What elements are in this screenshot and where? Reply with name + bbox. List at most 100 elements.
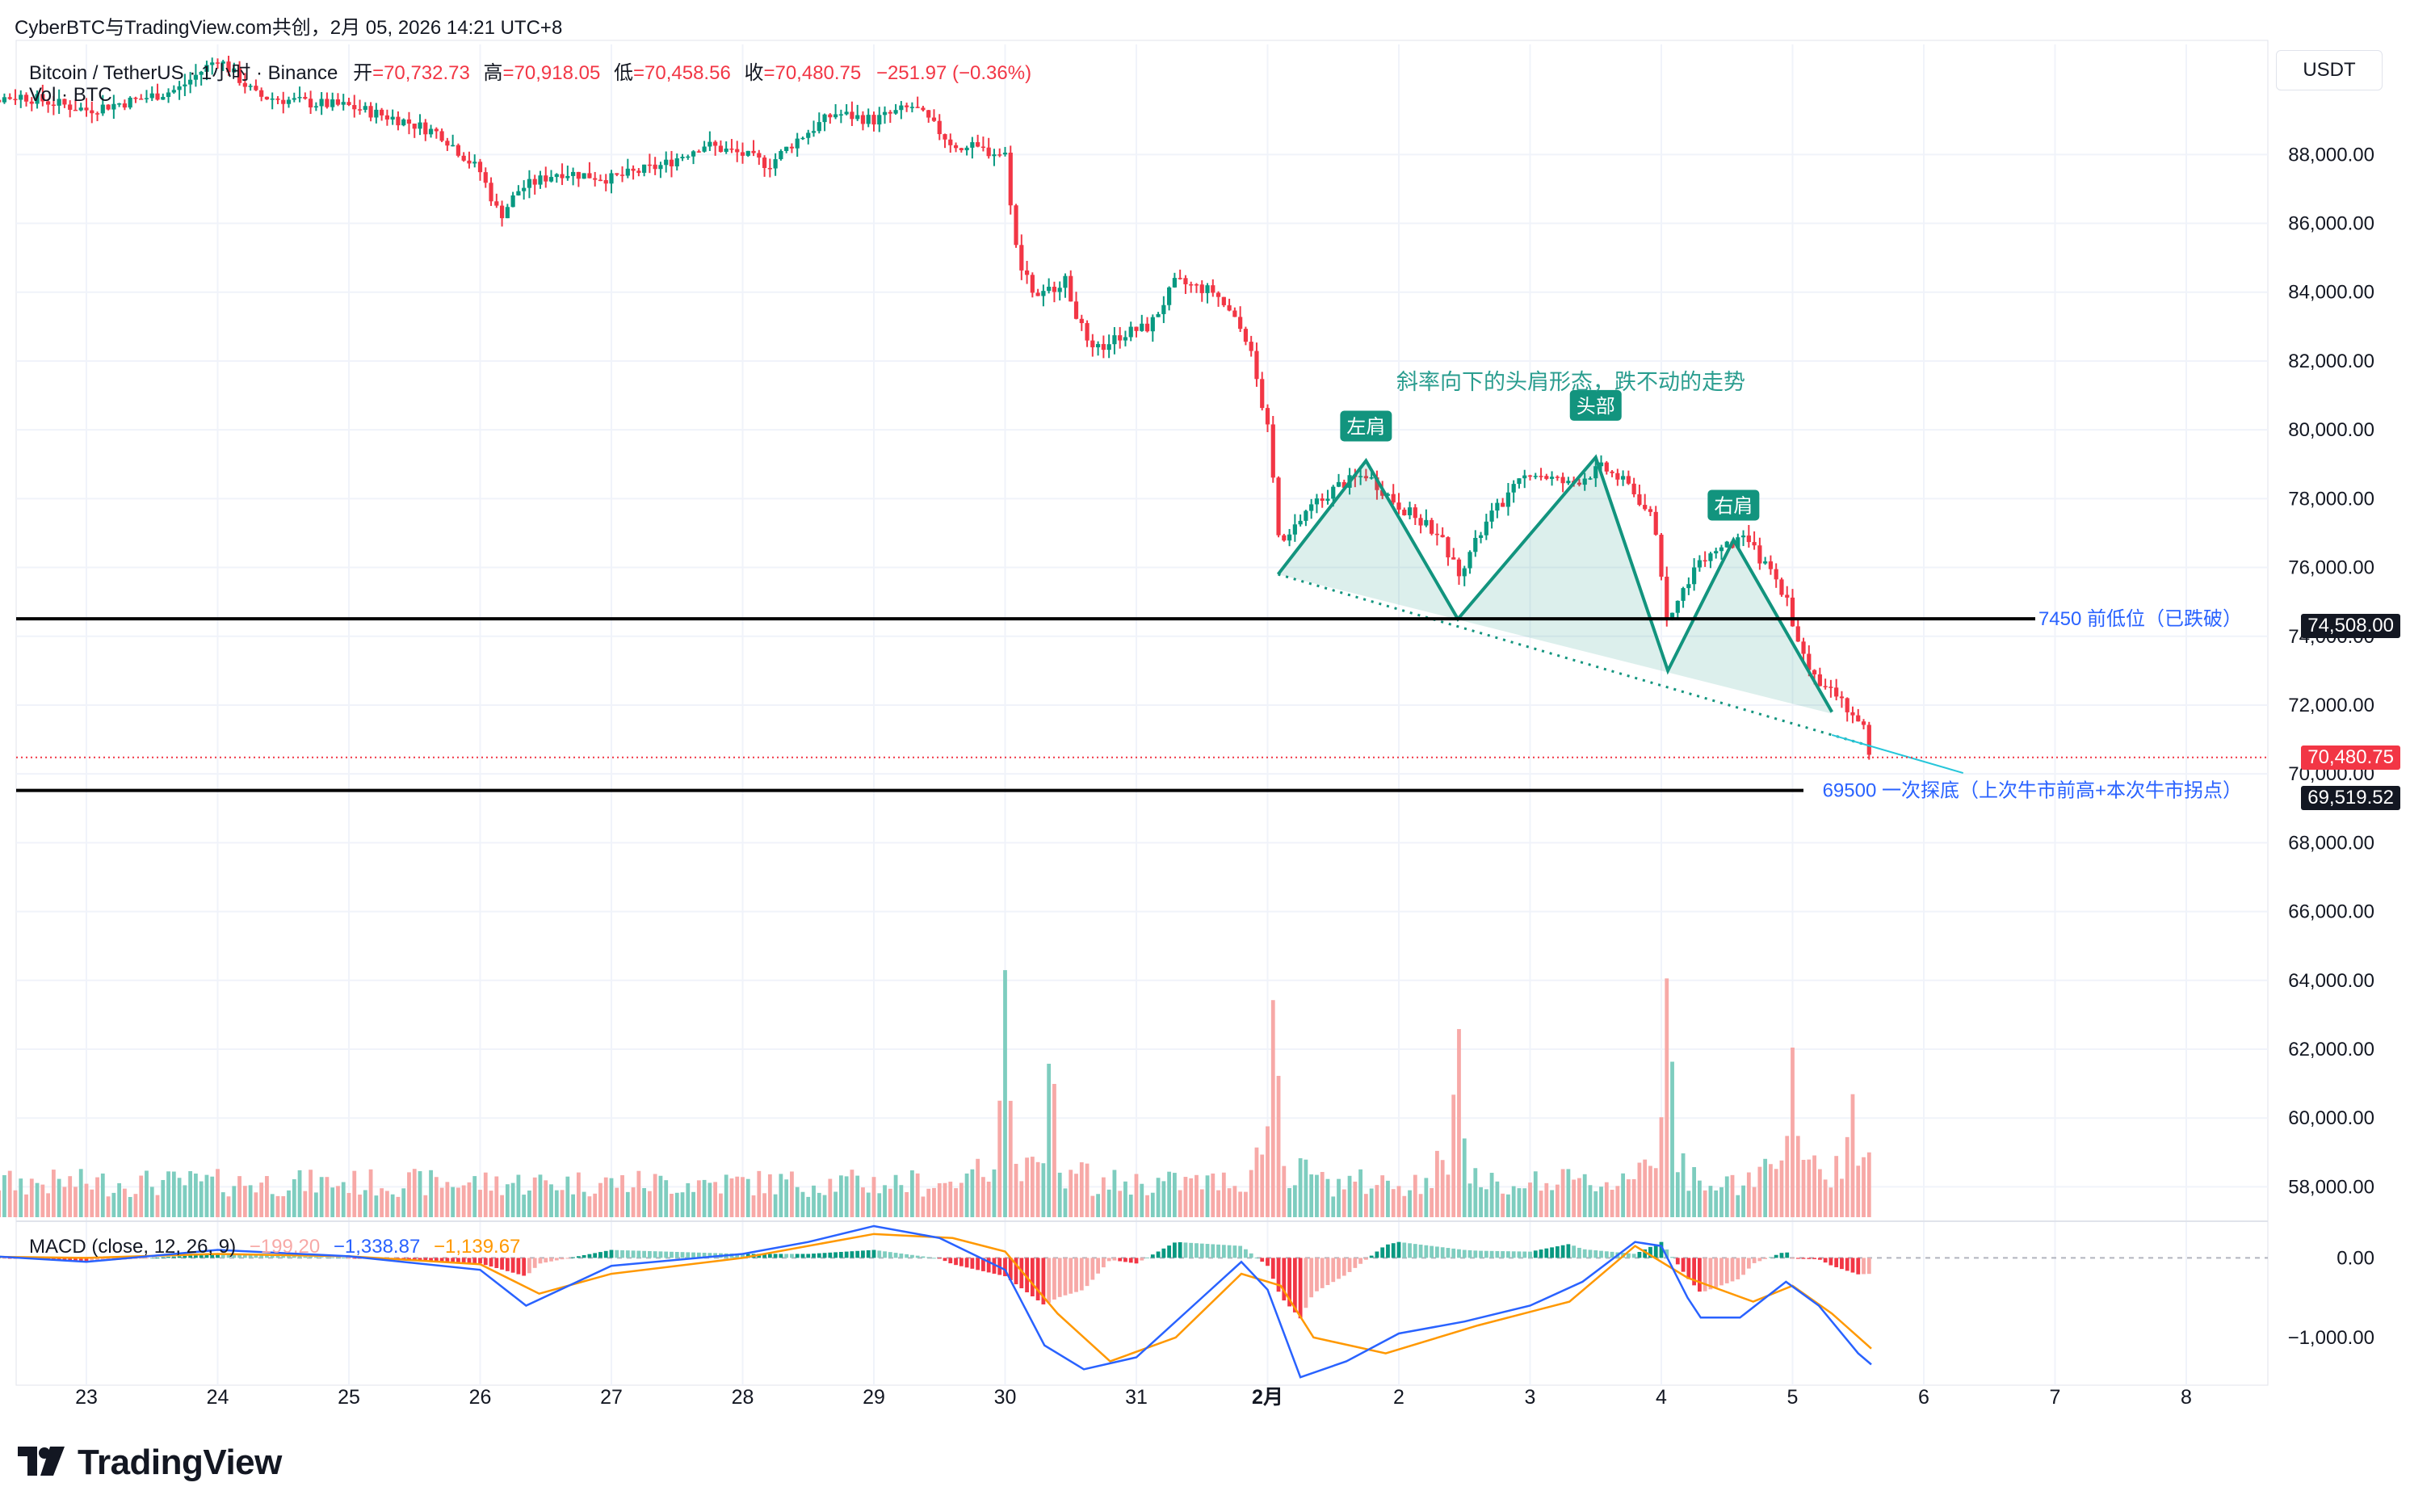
open-value: =70,732.73: [372, 62, 470, 84]
y-tick-label: 62,000.00: [2288, 1039, 2374, 1060]
macd-histogram-bar: [489, 1258, 493, 1267]
candle-body: [237, 68, 242, 83]
volume-bar: [489, 1191, 493, 1217]
head-label-bg: [1569, 389, 1622, 421]
candle-body: [412, 124, 417, 129]
neckline-extension[interactable]: [1831, 733, 1964, 775]
macd-histogram-bar: [1085, 1258, 1090, 1287]
macd-histogram-bar: [986, 1258, 991, 1273]
macd-histogram-bar: [1572, 1245, 1577, 1258]
high-key: 高: [483, 62, 503, 84]
macd-histogram-bar: [1134, 1258, 1139, 1264]
candle-body: [1598, 462, 1604, 467]
macd-histogram-bar: [598, 1252, 602, 1258]
macd-histogram-bar: [1337, 1258, 1341, 1279]
y-tick-label: 80,000.00: [2288, 419, 2374, 441]
candle-body: [1839, 696, 1845, 699]
macd-histogram-bar: [762, 1254, 766, 1258]
head-label: 头部: [1577, 396, 1615, 418]
candle-body: [1714, 551, 1719, 554]
candle-body: [1724, 541, 1729, 548]
close-key: 收: [744, 62, 764, 84]
candle-body: [696, 151, 701, 153]
candle-body: [948, 139, 953, 145]
candle-body: [472, 162, 477, 164]
macd-histogram-bar: [1610, 1251, 1614, 1258]
volume-bar: [1161, 1181, 1166, 1217]
macd-histogram-bar: [582, 1254, 586, 1258]
volume-bar: [46, 1193, 51, 1217]
macd-histogram-bar: [1063, 1258, 1068, 1296]
candle-body: [1467, 552, 1472, 569]
candle-body: [1221, 296, 1226, 305]
macd-histogram-bar: [899, 1253, 904, 1258]
volume-legend[interactable]: Vol · BTC: [29, 84, 112, 106]
candle-body: [1057, 288, 1062, 292]
volume-bar: [1440, 1160, 1445, 1217]
candle-body: [1161, 304, 1166, 314]
macd-hist-value: −199.20: [249, 1236, 321, 1258]
volume-bar: [122, 1188, 127, 1217]
currency-selector[interactable]: USDT: [2276, 50, 2383, 90]
macd-histogram-bar: [456, 1258, 460, 1263]
candle-body: [664, 159, 669, 166]
candle-body: [1861, 721, 1866, 725]
macd-histogram-bar: [576, 1256, 581, 1258]
candle-body: [548, 177, 554, 182]
volume-bar: [538, 1174, 543, 1217]
candle-body: [248, 86, 253, 87]
volume-bar: [636, 1170, 641, 1217]
volume-bar: [905, 1191, 909, 1217]
volume-bar: [1199, 1189, 1204, 1217]
volume-bar: [95, 1177, 99, 1217]
candle-body: [368, 106, 373, 118]
candle-body: [767, 167, 772, 170]
volume-bar: [1604, 1182, 1609, 1217]
candle-body: [1167, 287, 1172, 305]
macd-histogram-bar: [959, 1258, 964, 1266]
macd-histogram-bar: [696, 1252, 701, 1258]
symbol-label[interactable]: Bitcoin / TetherUS · 1小时 · Binance: [29, 62, 338, 84]
macd-histogram-bar: [795, 1254, 800, 1258]
candle-body: [538, 175, 543, 185]
macd-histogram-bar: [1413, 1244, 1417, 1258]
volume-bar: [1413, 1174, 1417, 1217]
macd-histogram-bar: [505, 1258, 510, 1271]
macd-legend[interactable]: MACD (close, 12, 26, 9) −199.20 −1,338.8…: [29, 1236, 520, 1258]
macd-histogram-bar: [915, 1255, 920, 1258]
candle-body: [13, 99, 18, 101]
candle-body: [139, 99, 144, 100]
volume-bar: [1074, 1174, 1078, 1217]
volume-bar: [784, 1179, 789, 1217]
macd-histogram-bar: [779, 1254, 783, 1258]
volume-bar: [1823, 1179, 1828, 1217]
macd-histogram-bar: [1528, 1251, 1532, 1258]
volume-bar: [330, 1187, 335, 1217]
macd-histogram-bar: [948, 1258, 953, 1264]
candle-body: [1144, 323, 1150, 332]
macd-histogram-bar: [653, 1251, 657, 1258]
head-shoulders-line[interactable]: [1276, 454, 1833, 713]
candle-body: [1292, 524, 1297, 535]
volume-bar: [494, 1176, 499, 1217]
x-tick-label: 2月: [1252, 1386, 1283, 1409]
volume-bar: [948, 1181, 953, 1217]
annotation-title: 斜率向下的头肩形态，跌不动的走势: [1396, 370, 1745, 394]
macd-histogram-bar: [1517, 1251, 1522, 1258]
candle-body: [171, 90, 176, 93]
volume-bar: [964, 1173, 969, 1217]
tradingview-logo[interactable]: TradingView: [18, 1443, 282, 1483]
candle-body: [445, 141, 450, 146]
macd-histogram-bar: [926, 1257, 931, 1258]
macd-histogram-bar: [1479, 1250, 1483, 1258]
candle-body: [1140, 323, 1144, 331]
volume-bar: [472, 1176, 477, 1217]
volume-bar: [226, 1196, 231, 1217]
volume-bar: [620, 1175, 624, 1217]
change-value: −251.97 (−0.36%): [875, 62, 1032, 84]
volume-bar: [128, 1196, 132, 1217]
volume-bar: [1418, 1194, 1423, 1217]
candle-body: [149, 93, 154, 99]
